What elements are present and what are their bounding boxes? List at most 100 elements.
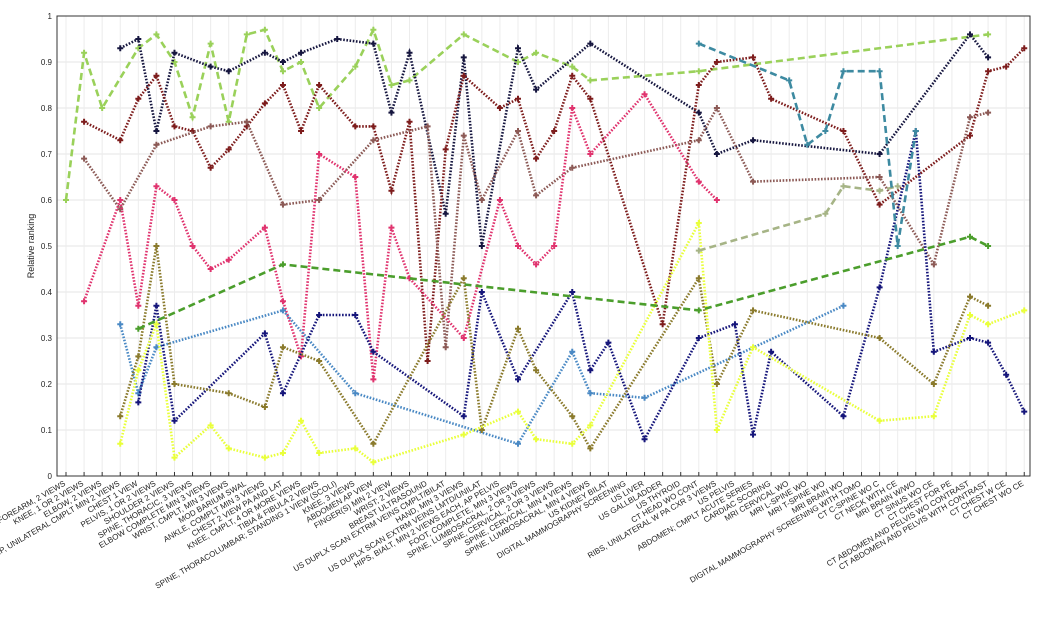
data-point [261,330,268,337]
data-point [171,59,178,65]
data-point [1021,408,1028,415]
plot-frame [56,15,1031,477]
data-point [569,63,576,70]
data-point [171,49,178,56]
data-point [804,141,811,148]
data-point [515,440,521,447]
data-point [370,123,377,130]
data-point [876,335,883,341]
data-point [243,31,250,38]
data-point [352,390,359,397]
data-point [81,155,88,162]
y-tick-label: 0.8 [41,104,53,113]
data-point [352,123,359,130]
data-point [298,417,305,424]
data-point [316,105,323,111]
y-tick-label: 0 [48,472,53,481]
data-point [515,45,521,52]
data-point [388,82,395,88]
data-point [587,367,594,374]
data-point [117,321,124,328]
data-point [840,128,847,134]
y-tick-label: 0.2 [41,380,53,389]
y-tick-label: 0.6 [41,196,53,205]
data-point [569,348,576,355]
data-point [478,197,485,203]
y-tick-label: 1 [48,12,53,21]
data-point [298,128,305,134]
data-point [985,339,992,346]
data-point [135,390,142,397]
data-point [605,339,612,346]
data-point [587,422,594,429]
data-point [750,344,757,351]
data-point [840,413,847,420]
data-point [876,417,883,424]
data-point [225,256,232,263]
data-point [713,59,720,65]
data-point [370,459,377,466]
data-point [551,243,558,249]
data-point [496,197,503,203]
series-10 [695,183,901,254]
data-point [279,68,286,75]
data-point [967,114,973,121]
data-point [533,86,540,93]
data-point [1003,371,1010,378]
data-point [1003,63,1010,70]
y-tick-label: 0.3 [41,334,53,343]
data-point [460,132,467,139]
data-point [207,422,214,429]
data-point [967,335,973,341]
data-point [587,390,594,397]
series-line [82,92,718,380]
data-point [352,312,359,318]
y-tick-label: 0.5 [41,242,53,251]
data-point [261,404,268,410]
data-point [750,431,757,438]
data-point [695,68,702,75]
data-point [876,284,883,291]
data-point [316,197,323,203]
data-point [876,174,883,180]
data-point [840,302,847,309]
data-point [695,220,702,226]
data-point [279,344,286,351]
data-point [587,151,594,157]
data-point [569,440,576,447]
data-point [695,275,702,282]
data-point [460,413,467,420]
data-point [171,381,178,387]
data-point [117,137,124,144]
data-point [388,187,395,194]
data-point [840,183,847,190]
data-point [894,243,901,249]
data-point [225,68,232,75]
data-point [279,82,286,88]
data-point [279,307,286,314]
data-point [641,394,648,401]
data-point [261,100,268,107]
data-point [894,183,901,190]
data-point [460,335,467,341]
data-point [424,123,431,130]
data-point [496,105,503,111]
data-point [370,376,377,383]
data-point [930,348,937,355]
data-point [569,164,576,171]
data-point [171,454,178,461]
data-point [695,137,702,144]
data-point [569,72,576,79]
data-point [424,358,431,364]
data-point [713,151,720,157]
data-point [967,233,973,240]
data-point [153,321,160,328]
data-point [135,36,142,42]
data-point [207,63,214,70]
data-point [695,247,702,254]
data-point [279,261,286,268]
y-tick-label: 0.7 [41,150,53,159]
data-point [533,436,540,443]
data-point [967,293,973,300]
